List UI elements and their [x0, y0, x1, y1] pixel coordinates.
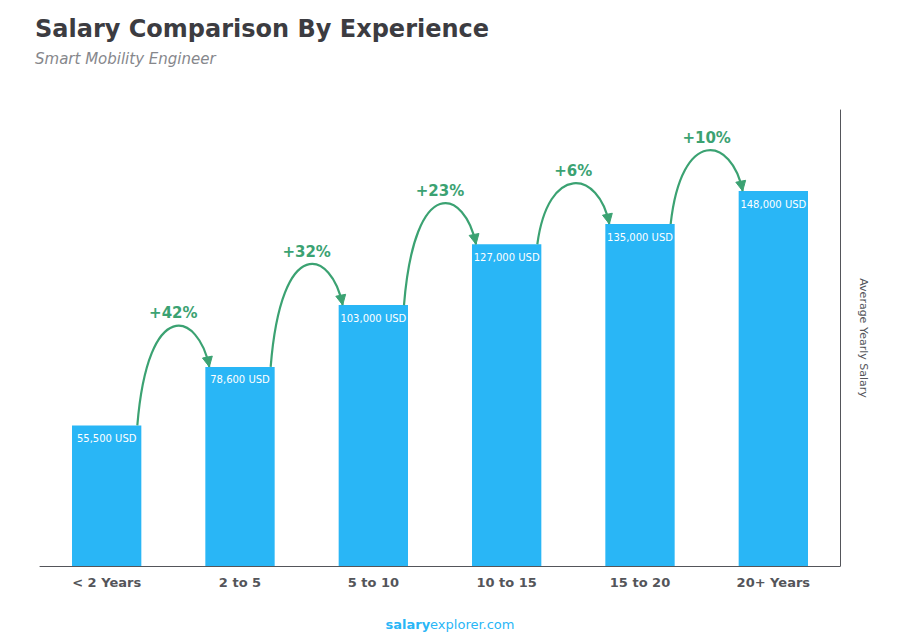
svg-text:< 2 Years: < 2 Years	[72, 575, 141, 590]
svg-text:Average Yearly Salary: Average Yearly Salary	[857, 278, 870, 398]
svg-text:148,000 USD: 148,000 USD	[740, 199, 806, 210]
svg-text:+23%: +23%	[416, 182, 464, 200]
svg-text:+42%: +42%	[149, 304, 197, 322]
svg-text:10 to 15: 10 to 15	[476, 575, 536, 590]
svg-text:2 to 5: 2 to 5	[219, 575, 261, 590]
svg-text:135,000 USD: 135,000 USD	[607, 232, 673, 243]
svg-text:103,000 USD: 103,000 USD	[340, 313, 406, 324]
svg-text:78,600 USD: 78,600 USD	[210, 374, 270, 385]
svg-text:+6%: +6%	[554, 162, 592, 180]
svg-text:+32%: +32%	[282, 243, 330, 261]
svg-text:127,000 USD: 127,000 USD	[474, 252, 540, 263]
svg-text:20+ Years: 20+ Years	[737, 575, 811, 590]
svg-text:Smart Mobility Engineer: Smart Mobility Engineer	[35, 50, 216, 68]
svg-text:salary: salary	[385, 617, 430, 632]
svg-text:15 to 20: 15 to 20	[610, 575, 670, 590]
svg-text:55,500 USD: 55,500 USD	[77, 433, 137, 444]
svg-text:5 to 10: 5 to 10	[348, 575, 399, 590]
svg-text:+10%: +10%	[682, 129, 730, 147]
svg-text:Salary Comparison By Experienc: Salary Comparison By Experience	[35, 15, 489, 43]
svg-text:explorer.com: explorer.com	[430, 617, 514, 632]
